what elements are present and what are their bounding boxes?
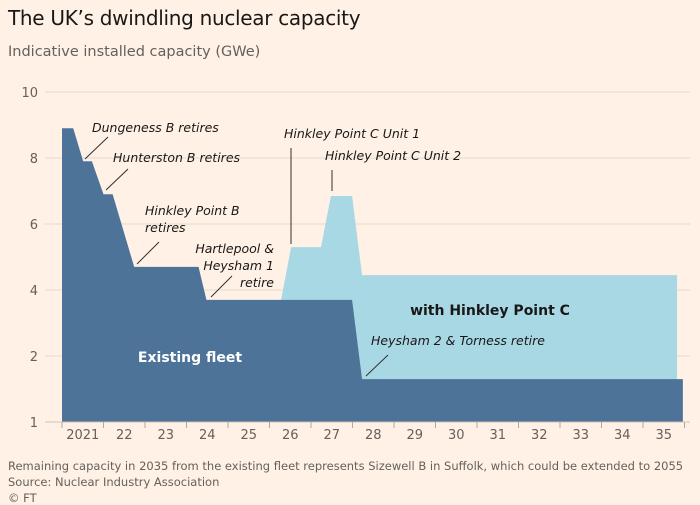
footnote: Remaining capacity in 2035 from the exis… bbox=[8, 459, 684, 473]
area-with-hinkley-point-c bbox=[281, 195, 678, 422]
chart-title: The UK’s dwindling nuclear capacity bbox=[8, 6, 361, 30]
x-tick-label: 34 bbox=[614, 428, 631, 443]
y-tick-label: 8 bbox=[30, 152, 38, 167]
series-label-hinkley-c: with Hinkley Point C bbox=[410, 303, 570, 319]
x-tick-label: 28 bbox=[365, 428, 382, 443]
y-tick-label: 2 bbox=[30, 350, 38, 365]
y-tick-label: 1 bbox=[30, 416, 38, 431]
chart: 10 8 6 4 2 1 2021 22 23 24 25 26 27 28 29 30 31 32 33 34 35… bbox=[21, 86, 690, 443]
annotation-text: Hartlepool & bbox=[195, 241, 274, 256]
annotation-text: Hinkley Point C Unit 2 bbox=[325, 148, 461, 163]
x-tick-label: 25 bbox=[240, 428, 257, 443]
y-tick-label: 10 bbox=[21, 86, 38, 101]
annotation-hpc-unit-1: Hinkley Point C Unit 1 bbox=[284, 126, 420, 244]
x-tick-label: 30 bbox=[448, 428, 465, 443]
annotation-text: Heysham 2 & Torness retire bbox=[371, 333, 545, 348]
x-tick-label: 31 bbox=[489, 428, 506, 443]
x-tick-label: 35 bbox=[655, 428, 672, 443]
x-tick-label: 23 bbox=[157, 428, 174, 443]
x-tick-label: 2021 bbox=[66, 428, 99, 443]
annotation-hartlepool: Hartlepool & Heysham 1 retire bbox=[195, 241, 274, 298]
area-existing-fleet bbox=[62, 128, 683, 423]
copyright: © FT bbox=[8, 491, 37, 505]
annotation-text: Hinkley Point C Unit 1 bbox=[284, 126, 420, 141]
annotation-heysham2: Heysham 2 & Torness retire bbox=[365, 333, 545, 377]
x-tick-label: 33 bbox=[572, 428, 589, 443]
y-tick-label: 6 bbox=[30, 218, 38, 233]
x-tick-label: 26 bbox=[282, 428, 299, 443]
annotation-text: Hunterston B retires bbox=[113, 150, 241, 165]
annotation-hunterston: Hunterston B retires bbox=[105, 150, 241, 191]
x-tick-label: 22 bbox=[116, 428, 133, 443]
annotation-hpc-unit-2: Hinkley Point C Unit 2 bbox=[325, 148, 461, 191]
chart-subtitle: Indicative installed capacity (GWe) bbox=[8, 44, 261, 60]
series-label-existing-fleet: Existing fleet bbox=[138, 350, 242, 366]
x-tick-label: 24 bbox=[199, 428, 216, 443]
annotation-text: Hinkley Point B bbox=[145, 203, 240, 218]
annotation-text: retire bbox=[240, 275, 274, 290]
annotation-dungeness: Dungeness B retires bbox=[84, 120, 219, 160]
source: Source: Nuclear Industry Association bbox=[8, 475, 220, 489]
x-tick-label: 29 bbox=[406, 428, 423, 443]
annotation-text: retires bbox=[145, 220, 186, 235]
x-tick-label: 27 bbox=[323, 428, 340, 443]
annotation-hinkley-b: Hinkley Point B retires bbox=[136, 203, 240, 265]
annotation-text: Dungeness B retires bbox=[92, 120, 219, 135]
annotation-text: Heysham 1 bbox=[203, 258, 274, 273]
x-tick-label: 32 bbox=[531, 428, 548, 443]
y-tick-label: 4 bbox=[30, 284, 38, 299]
